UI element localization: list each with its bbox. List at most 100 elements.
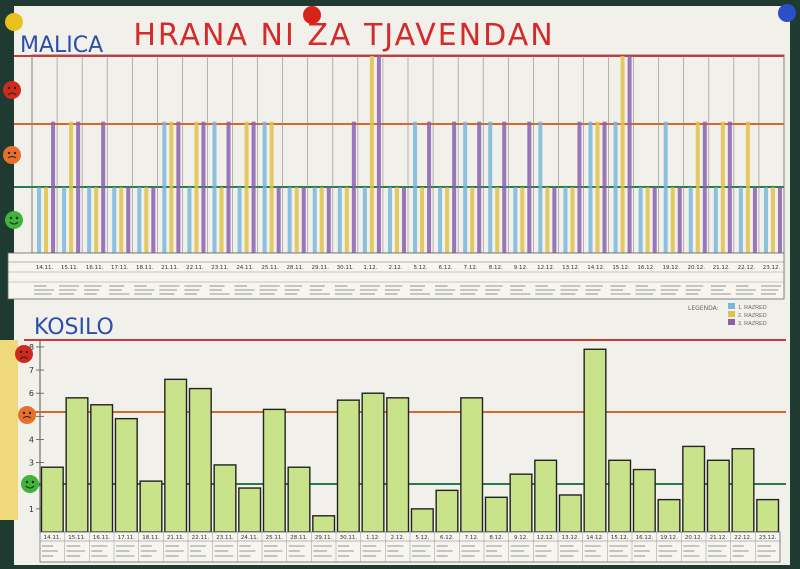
malica-bar (201, 121, 206, 254)
kosilo-bar (336, 399, 360, 533)
kosilo-bar (731, 448, 755, 533)
kosilo-date-label: 6.12. (440, 535, 454, 541)
malica-bar (770, 187, 775, 253)
malica-bar (276, 187, 281, 253)
pin-yellow-icon (5, 13, 23, 31)
malica-bar (194, 121, 199, 254)
malica-date-label: 22.11. (186, 265, 204, 271)
kosilo-date-label: 1.12. (366, 535, 380, 541)
kosilo-date-label: 20.12. (685, 535, 703, 541)
malica-bar (301, 187, 306, 253)
malica-bar (376, 56, 381, 253)
malica-date-label: 23.11. (211, 265, 229, 271)
malica-bar (262, 121, 267, 254)
malica-bar (137, 187, 142, 253)
malica-bar (351, 121, 356, 254)
kosilo-bar (410, 508, 434, 533)
malica-date-label: 7.12. (464, 265, 478, 271)
malica-bar (212, 121, 217, 254)
malica-date-label: 18.11. (136, 265, 154, 271)
malica-date-label: 21.12. (713, 265, 731, 271)
kosilo-date-label: 16.12. (636, 535, 654, 541)
malica-bar (745, 121, 750, 254)
malica-bar (720, 121, 725, 254)
malica-bar (563, 187, 568, 253)
kosilo-date-label: 25.11. (266, 535, 284, 541)
kosilo-bar (509, 473, 533, 533)
malica-bar (369, 56, 374, 253)
malica-bar (470, 187, 475, 253)
kosilo-bar (164, 378, 188, 533)
kosilo-date-label: 13.12. (562, 535, 580, 541)
malica-bar (527, 121, 532, 254)
kosilo-heading: KOSILO (34, 315, 114, 340)
malica-bar (502, 121, 507, 254)
kosilo-date-label: 30.11. (340, 535, 358, 541)
malica-bar (51, 121, 56, 254)
malica-bar (577, 121, 582, 254)
malica-bar (727, 121, 732, 254)
malica-bar (44, 187, 49, 253)
malica-bar (602, 121, 607, 254)
kosilo-date-label: 5.12. (415, 535, 429, 541)
malica-bar (37, 187, 42, 253)
malica-bar (319, 187, 324, 253)
kosilo-date-label: 14.12. (586, 535, 604, 541)
left-paper-strip (0, 340, 18, 520)
malica-bar (513, 187, 518, 253)
malica-bar (344, 187, 349, 253)
malica-bar (69, 121, 74, 254)
malica-bar (713, 187, 718, 253)
malica-bar (269, 121, 274, 254)
kosilo-bar (40, 466, 64, 533)
malica-bar (738, 187, 743, 253)
malica-menu-table (7, 252, 785, 300)
malica-bar (645, 187, 650, 253)
malica-bar (427, 121, 432, 254)
malica-date-label: 1.12. (363, 265, 377, 271)
malica-bar (94, 187, 99, 253)
kosilo-bar (114, 417, 138, 533)
malica-date-label: 20.12. (688, 265, 706, 271)
malica-bar (101, 121, 106, 254)
malica-bar (638, 187, 643, 253)
malica-bar (652, 187, 657, 253)
kosilo-bar (558, 494, 582, 533)
happy-face-icon (21, 475, 39, 493)
kosilo-y-tick-label: 7 (29, 366, 34, 375)
malica-bar (226, 121, 231, 254)
malica-bar (613, 121, 618, 254)
malica-bar (237, 187, 242, 253)
malica-heading: MALICA (20, 33, 103, 58)
malica-bar (394, 187, 399, 253)
malica-date-label: 2.12. (388, 265, 402, 271)
malica-bar (452, 121, 457, 254)
legend-entry-1: 1. RAZRED (738, 305, 767, 311)
malica-date-label: 23.12. (763, 265, 781, 271)
kosilo-bar (213, 464, 237, 533)
malica-date-label: 15.12. (612, 265, 630, 271)
malica-date-label: 19.12. (662, 265, 680, 271)
malica-date-label: 28.11. (286, 265, 304, 271)
legend-swatch-2 (728, 311, 735, 317)
pin-red-icon (303, 6, 321, 24)
kosilo-date-label: 19.12. (660, 535, 678, 541)
malica-bar (112, 187, 117, 253)
malica-bar (702, 121, 707, 254)
happy-face-icon (5, 211, 23, 229)
malica-bar (420, 187, 425, 253)
malica-bar (777, 187, 782, 253)
kosilo-bar (287, 466, 311, 533)
kosilo-bar (262, 408, 286, 533)
malica-date-label: 25.11. (261, 265, 279, 271)
malica-bar (287, 187, 292, 253)
kosilo-bar (682, 445, 706, 533)
kosilo-bar (238, 487, 262, 533)
neutral-face-icon (18, 406, 36, 424)
kosilo-date-label: 9.12. (514, 535, 528, 541)
malica-bar (337, 187, 342, 253)
kosilo-date-label: 14.11. (44, 535, 62, 541)
kosilo-date-label: 18.11. (142, 535, 160, 541)
kosilo-bar (608, 459, 632, 533)
